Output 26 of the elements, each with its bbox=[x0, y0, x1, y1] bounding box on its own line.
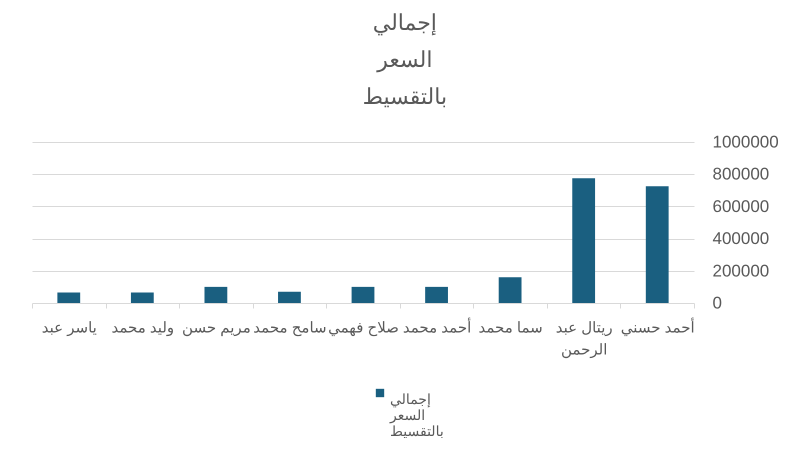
x-tick-label: صلاح فهمي bbox=[328, 320, 399, 336]
x-tick-label: وليد محمد bbox=[112, 320, 174, 336]
y-tick-label: 600000 bbox=[712, 196, 770, 216]
bar bbox=[572, 178, 596, 303]
bar bbox=[352, 286, 374, 303]
bar bbox=[646, 186, 669, 303]
bar bbox=[425, 286, 448, 303]
y-tick-label: 400000 bbox=[712, 229, 770, 248]
y-tick-label: 200000 bbox=[712, 261, 770, 280]
x-tick-label: أحمد حسني bbox=[620, 318, 695, 336]
bar bbox=[278, 292, 301, 303]
x-tick-label: سما محمد bbox=[478, 320, 543, 336]
legend-label: إجمالي السعر بالتقسيط bbox=[389, 391, 444, 439]
chart-title: إجمالي السعر بالتقسيط bbox=[362, 10, 448, 109]
x-tick-label: أحمد محمد bbox=[402, 318, 472, 336]
y-tick-label: 800000 bbox=[712, 164, 770, 184]
x-tick-label: مريم حسن bbox=[182, 320, 251, 336]
y-tick-label: 1000000 bbox=[712, 132, 779, 152]
bar bbox=[498, 277, 522, 303]
x-tick-label: سامح محمد bbox=[253, 320, 327, 336]
x-tick-label: ياسر عبد bbox=[42, 320, 97, 336]
bar bbox=[204, 286, 228, 303]
x-tick-label: ريتال عبد الرحمن bbox=[556, 320, 613, 358]
bar bbox=[57, 292, 80, 303]
bar bbox=[130, 292, 154, 303]
y-tick-label: 0 bbox=[712, 294, 722, 312]
